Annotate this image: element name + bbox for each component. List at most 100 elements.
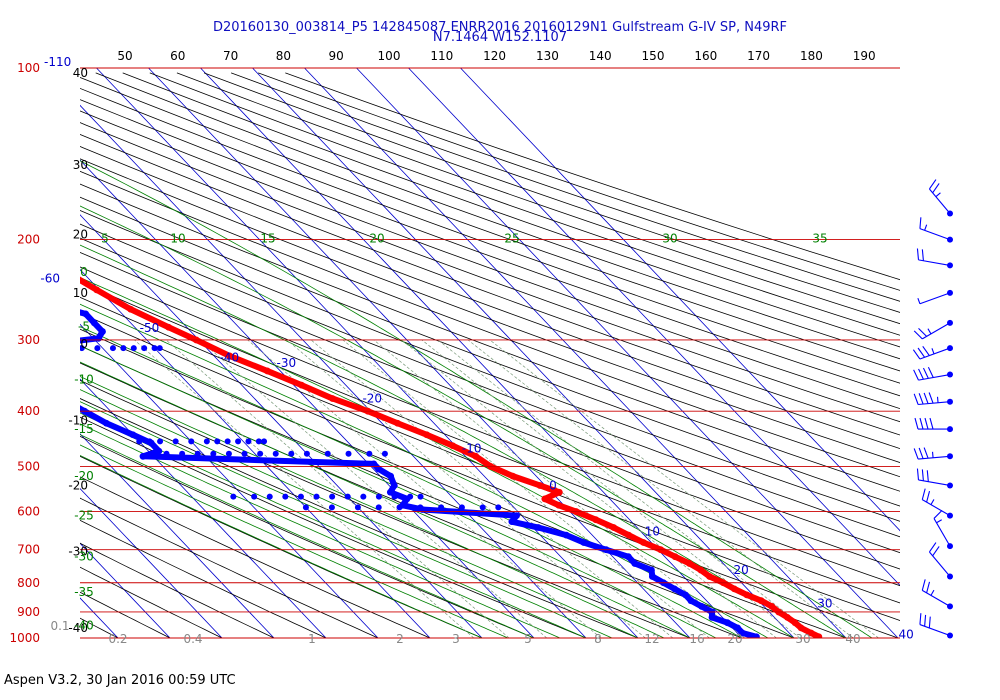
moist-adiabat-label: -35 — [74, 585, 94, 599]
isotherm-label: -50 — [140, 321, 160, 335]
dewpoint-point — [671, 585, 678, 593]
dewpoint-sonde-point — [381, 450, 388, 457]
moist-adiabat-line — [80, 401, 613, 638]
dewpoint-sonde-point — [235, 438, 242, 445]
dry-adiabat-line — [80, 497, 379, 638]
left-temp-label: -40 — [68, 621, 88, 635]
dewpoint-point — [36, 382, 43, 389]
isotherm-label: 20 — [733, 563, 748, 577]
dry-adiabat-line — [0, 73, 36, 650]
dewpoint-point — [648, 566, 655, 574]
isotherm-label: 10 — [645, 524, 660, 538]
dry-adiabat-line — [80, 398, 640, 638]
dewpoint-point — [580, 539, 588, 546]
dewpoint-point — [534, 524, 542, 531]
dewpoint-sonde-point — [210, 450, 217, 457]
wind-barb — [917, 289, 953, 305]
moist-adiabat-line — [80, 444, 509, 638]
temperature-segment — [298, 382, 336, 402]
temperature-segment — [808, 629, 822, 638]
dry-adiabat-label: 140 — [589, 49, 612, 63]
dewpoint-sonde-point — [391, 493, 398, 500]
wind-barb-staff — [918, 455, 951, 460]
wind-barb — [914, 417, 953, 433]
dewpoint-sonde-point — [302, 504, 309, 511]
dewpoint-sonde-point — [324, 450, 331, 457]
wind-barb — [913, 392, 953, 406]
dewpoint-segment — [81, 408, 110, 427]
dewpoint-segment — [39, 385, 62, 398]
pressure-label: 100 — [17, 61, 40, 75]
wind-barb — [933, 509, 953, 550]
wind-barb-staff — [919, 228, 951, 241]
left-temp-label: 30 — [73, 158, 88, 172]
dry-adiabat-line — [80, 87, 900, 384]
wind-barb-flag — [926, 581, 931, 593]
wind-barb-flag — [913, 393, 919, 405]
dewpoint-segment — [580, 539, 610, 553]
dewpoint-point — [155, 447, 163, 455]
dewpoint-point — [724, 619, 731, 627]
dry-adiabat-line — [203, 72, 900, 313]
moist-adiabat-line — [80, 326, 743, 638]
dry-adiabat-line — [80, 133, 900, 436]
dry-adiabat-line — [149, 72, 900, 336]
dewpoint-sonde-point — [146, 438, 153, 445]
wind-barb — [919, 613, 953, 639]
dry-adiabat-line — [80, 542, 275, 638]
dewpoint-point — [99, 328, 106, 335]
dewpoint-sonde-point — [136, 438, 143, 445]
mixing-ratio-line — [421, 339, 801, 638]
dewpoint-sonde-point — [130, 345, 137, 352]
mixing-ratio-line — [342, 339, 710, 638]
dewpoint-sonde-point — [360, 493, 367, 500]
dewpoint-point — [47, 301, 54, 308]
wind-barb-flag — [919, 613, 922, 625]
mixing-ratio-label: 5 — [524, 632, 532, 646]
dewpoint-sonde-point — [257, 450, 264, 457]
mixing-ratio-line — [373, 339, 745, 638]
dewpoint-segment — [10, 295, 50, 305]
moist-adiabat-line — [80, 276, 795, 638]
temperature-segment — [394, 420, 430, 438]
moist-adiabat-line — [80, 303, 769, 638]
dry-adiabat-label: 60 — [170, 49, 185, 63]
wind-barb-staff — [919, 624, 951, 637]
isotherm-label: 40 — [898, 627, 913, 641]
isotherm-line — [408, 68, 900, 586]
wind-barb-flag — [914, 417, 919, 430]
isotherm-line — [0, 68, 14, 638]
moist-adiabat-line — [80, 434, 535, 638]
dewpoint-point — [387, 472, 395, 480]
isotherm-line — [80, 487, 223, 638]
moist-adiabat-line — [80, 412, 587, 638]
isotherm-line — [80, 104, 587, 638]
dewpoint-point — [102, 419, 110, 427]
wind-barb — [916, 468, 953, 489]
wind-barb — [928, 542, 953, 580]
dry-adiabat-line — [80, 519, 327, 638]
moist-adiabat-line — [80, 423, 561, 638]
dewpoint-sonde-point — [345, 450, 352, 457]
mixing-ratio-line — [247, 339, 602, 638]
dewpoint-segment — [48, 342, 71, 345]
left-temp-label: -30 — [68, 544, 88, 558]
dewpoint-point — [375, 465, 382, 473]
wind-barb-halfflag — [930, 589, 935, 596]
dewpoint-segment — [15, 371, 39, 385]
grid-layer — [0, 68, 900, 650]
dewpoint-sonde-point — [147, 450, 154, 457]
dewpoint-point — [90, 319, 98, 327]
moist-adiabat-label: -25 — [74, 509, 94, 523]
dewpoint-sonde-point — [141, 345, 148, 352]
wind-barb — [928, 179, 953, 217]
wind-barb-flag — [922, 367, 929, 379]
dry-adiabat-line — [80, 196, 900, 507]
isotherm-label: -60 — [40, 271, 60, 285]
wind-barb-flag — [921, 249, 924, 261]
mixing-ratio-label: 30 — [795, 632, 810, 646]
dewpoint-sonde-point — [151, 345, 158, 352]
dry-adiabat-line — [80, 99, 900, 397]
dewpoint-sonde-point — [495, 504, 502, 511]
dry-adiabat-label: 180 — [800, 49, 823, 63]
